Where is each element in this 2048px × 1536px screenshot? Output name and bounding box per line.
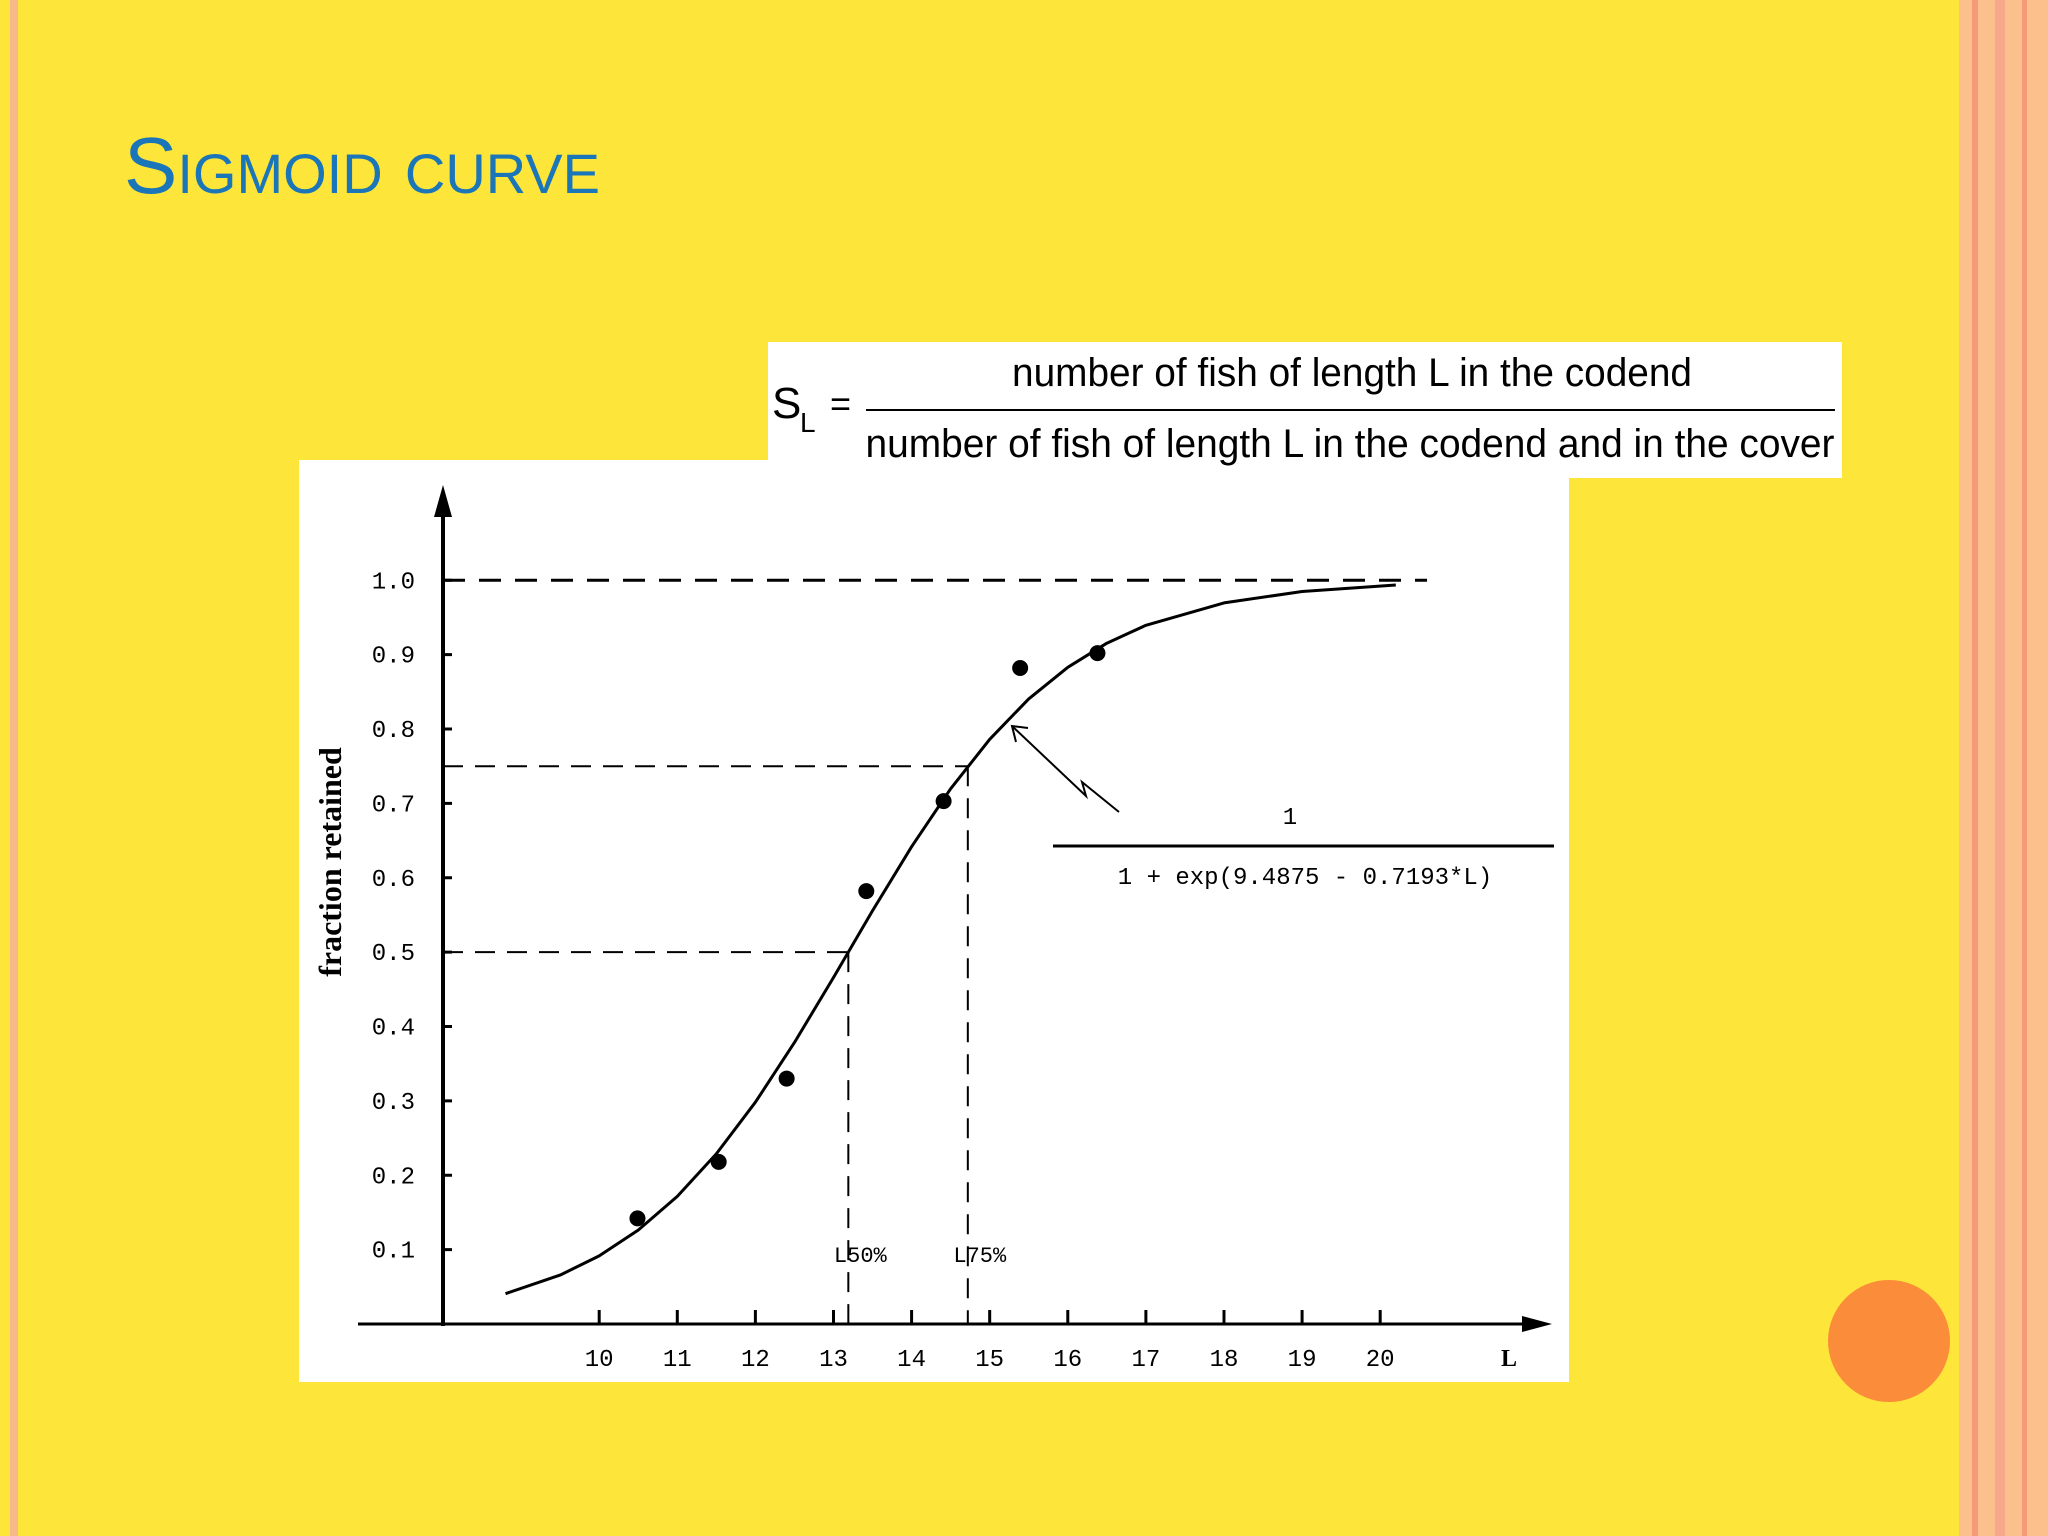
x-tick-label: 15 [975,1347,1004,1374]
right-stripe [1972,0,1978,1536]
formula-equals: = [830,383,851,424]
y-tick-label: 0.5 [372,941,415,968]
data-point [858,883,875,900]
x-tick-label: 14 [897,1347,926,1374]
y-axis-arrow [434,485,452,517]
formula-lhs: S [772,379,801,428]
data-point [1089,645,1106,662]
reference-label: L50% [834,1244,888,1269]
y-tick-label: 0.2 [372,1164,415,1191]
x-tick-label: 20 [1366,1347,1395,1374]
annotation-denominator: 1 + exp(9.4875 - 0.7193*L) [1118,865,1492,892]
y-tick-label: 0.4 [372,1016,415,1043]
annotation-arrow [1011,725,1120,813]
y-tick-label: 0.8 [372,718,415,745]
annotation-numerator: 1 [1283,805,1297,832]
slide-title: Sigmoid curve [124,121,600,210]
y-tick-label: 0.1 [372,1239,415,1266]
data-point [1012,660,1029,677]
arrow-head [1010,724,1029,743]
x-tick-label: 11 [663,1347,692,1374]
x-tick-label: 16 [1053,1347,1082,1374]
formula: S L = number of fish of length L in the … [772,351,1835,466]
fitted-curve [505,583,1396,1296]
formula-subscript: L [800,407,816,438]
decor-circle [1828,1280,1950,1402]
x-tick-label: 10 [585,1347,614,1374]
x-tick-label: 18 [1210,1347,1239,1374]
right-stripe [2022,0,2027,1536]
x-tick-label: 17 [1131,1347,1160,1374]
y-axis-label: fraction retained [312,747,348,977]
y-tick-label: 0.3 [372,1090,415,1117]
x-axis-arrow [1522,1316,1552,1332]
right-stripe [1995,0,2005,1536]
x-tick-label: 12 [741,1347,770,1374]
formula-denominator: number of fish of length L in the codend… [866,422,1835,466]
left-stripe [10,0,18,1536]
reference-label: L75% [953,1244,1007,1269]
x-axis-label: L [1501,1346,1517,1372]
chart-box [299,460,1569,1382]
data-point [778,1070,795,1087]
formula-numerator: number of fish of length L in the codend [1012,351,1692,395]
data-point [629,1210,646,1227]
y-tick-label: 1.0 [372,569,415,596]
y-tick-label: 0.6 [372,867,415,894]
y-tick-label: 0.9 [372,644,415,671]
x-tick-label: 19 [1288,1347,1317,1374]
y-tick-label: 0.7 [372,792,415,819]
x-tick-label: 13 [819,1347,848,1374]
